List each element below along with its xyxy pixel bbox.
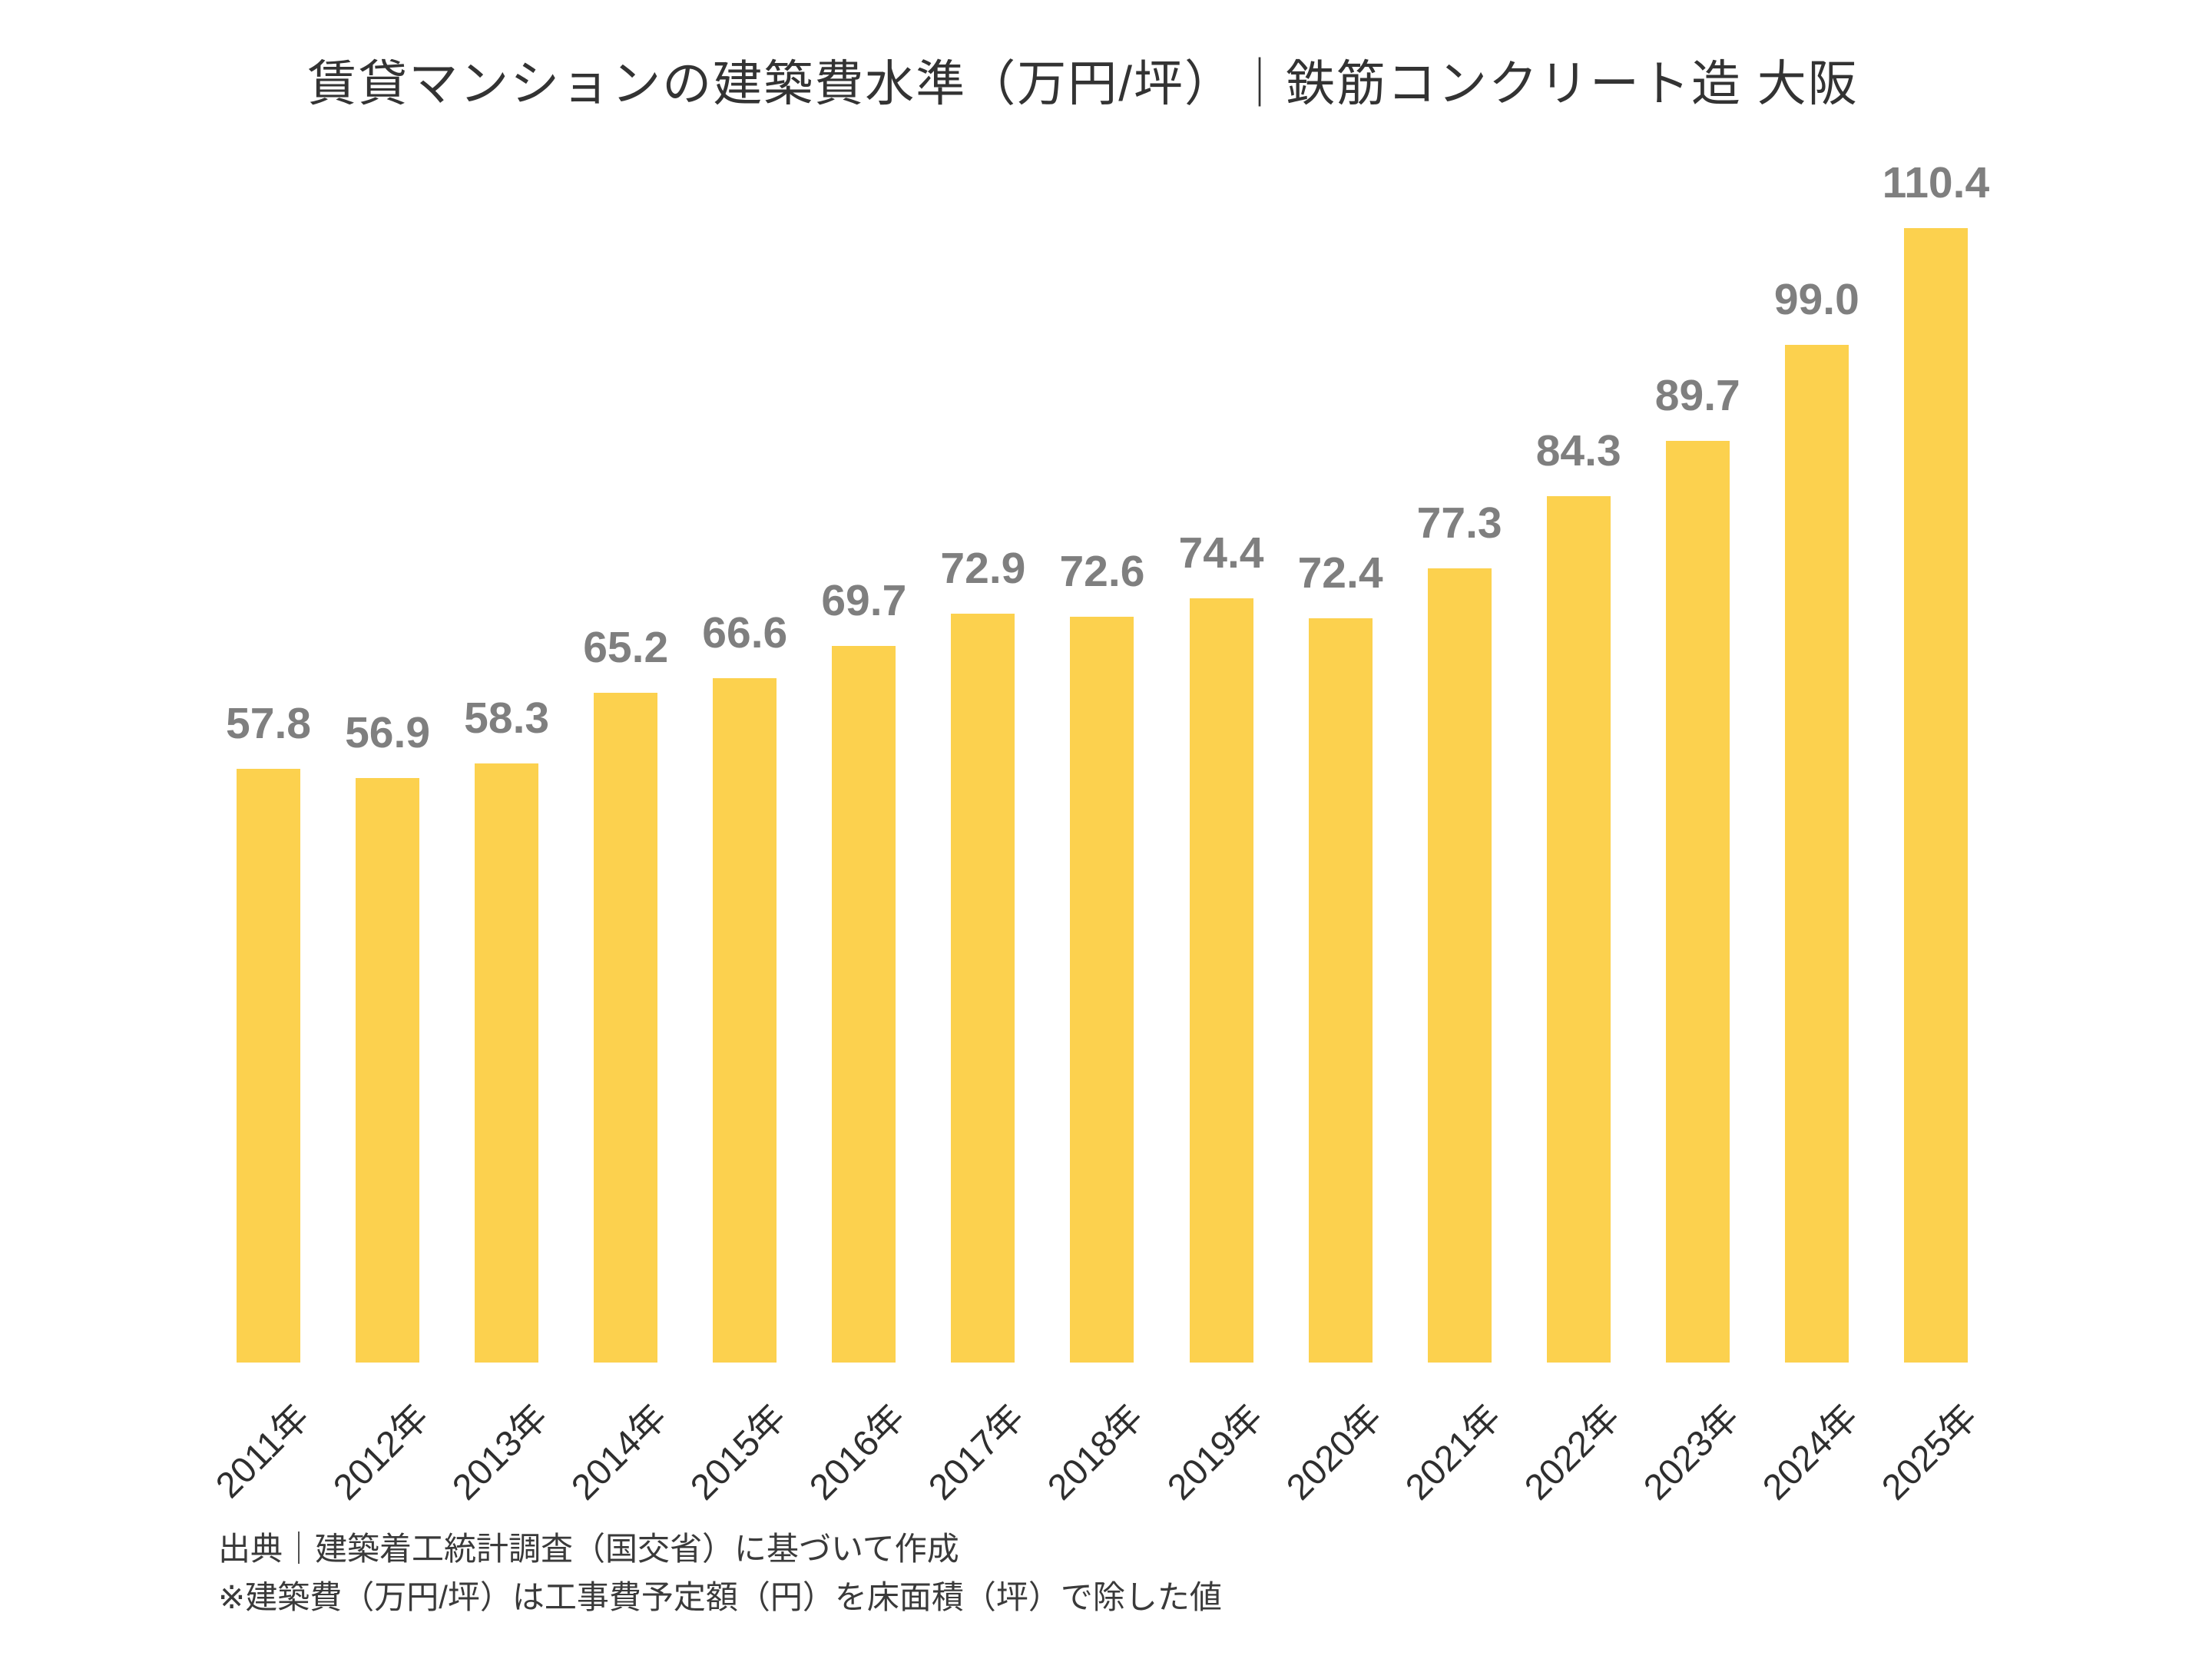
x-axis-label: 2011年 (207, 1396, 317, 1506)
bar-value-label: 110.4 (1882, 158, 1990, 207)
x-axis-tick: 2020年 (1277, 1363, 1400, 1555)
bar-value-label: 72.4 (1297, 548, 1383, 598)
x-axis-tick: 2021年 (1396, 1363, 1519, 1555)
source-note-block: 出典｜建築着工統計調査（国交省）に基づいて作成 ※建築費（万円/坪）は工事費予定… (218, 1532, 1222, 1628)
x-axis-label: 2018年 (1039, 1396, 1151, 1508)
x-axis-label: 2020年 (1277, 1396, 1389, 1508)
bar-column: 58.3 (447, 154, 566, 1363)
x-axis-label: 2022年 (1515, 1396, 1628, 1508)
bar-value-label: 56.9 (345, 708, 431, 757)
x-axis-tick: 2013年 (444, 1363, 566, 1555)
x-axis-label: 2023年 (1635, 1396, 1747, 1508)
bar-column: 84.3 (1519, 154, 1638, 1363)
bar (1308, 618, 1373, 1363)
bar-column: 69.7 (804, 154, 923, 1363)
x-axis-tick: 2017年 (920, 1363, 1042, 1555)
x-axis-label: 2012年 (325, 1396, 436, 1508)
bar (713, 678, 777, 1363)
x-axis-tick: 2025年 (1873, 1363, 1995, 1555)
x-axis-label: 2024年 (1754, 1396, 1866, 1508)
x-axis-tick: 2015年 (682, 1363, 804, 1555)
bar-value-label: 84.3 (1535, 426, 1621, 475)
x-axis-label: 2019年 (1158, 1396, 1270, 1508)
x-axis: 2011年 2012年 2013年 2014年 2015年 2016年 2017年 2018年… (207, 1363, 1995, 1555)
x-axis-label: 2015年 (682, 1396, 794, 1508)
bar-value-label: 69.7 (821, 576, 907, 625)
bar-column: 72.9 (923, 154, 1042, 1363)
bar-column: 99.0 (1757, 154, 1876, 1363)
bar-column: 66.6 (685, 154, 804, 1363)
x-axis-label: 2025年 (1873, 1396, 1985, 1508)
bar-column: 74.4 (1162, 154, 1281, 1363)
bar-value-label: 66.6 (702, 608, 788, 657)
bar-column: 56.9 (328, 154, 447, 1363)
bar-value-label: 72.6 (1059, 547, 1145, 596)
x-axis-tick: 2024年 (1754, 1363, 1876, 1555)
source-line: 出典｜建築着工統計調査（国交省）に基づいて作成 (218, 1531, 959, 1567)
x-axis-tick: 2014年 (563, 1363, 685, 1555)
bar (475, 763, 539, 1363)
bar-column: 72.6 (1042, 154, 1161, 1363)
bar-column: 89.7 (1638, 154, 1757, 1363)
bar-value-label: 74.4 (1178, 528, 1264, 578)
x-axis-tick: 2012年 (325, 1363, 447, 1555)
bar-column: 110.4 (1876, 154, 1995, 1363)
bar-column: 65.2 (566, 154, 685, 1363)
bar-column: 57.8 (209, 154, 328, 1363)
x-axis-tick: 2023年 (1635, 1363, 1757, 1555)
x-axis-label: 2017年 (920, 1396, 1032, 1508)
bar (356, 778, 420, 1363)
bar-value-label: 65.2 (583, 623, 669, 672)
x-axis-label: 2021年 (1396, 1396, 1508, 1508)
bar (237, 769, 301, 1363)
x-axis-tick: 2018年 (1039, 1363, 1161, 1555)
plot-area: 57.8 56.9 58.3 65.2 66.6 69.7 72.9 72.6 74.4 72.4… (209, 154, 1995, 1363)
bar (832, 646, 896, 1363)
bar-value-label: 77.3 (1416, 498, 1502, 548)
x-axis-tick: 2019年 (1158, 1363, 1281, 1555)
x-axis-tick: 2022年 (1515, 1363, 1638, 1555)
definition-line: ※建築費（万円/坪）は工事費予定額（円）を床面積（坪）で除した値 (218, 1579, 1222, 1615)
bar (1665, 441, 1730, 1363)
x-axis-tick: 2011年 (207, 1363, 328, 1555)
x-axis-tick: 2016年 (801, 1363, 923, 1555)
x-axis-label: 2016年 (801, 1396, 913, 1508)
bar-value-label: 58.3 (464, 694, 550, 743)
bar (951, 614, 1015, 1363)
bar-value-label: 72.9 (940, 544, 1026, 593)
bar-value-label: 89.7 (1654, 371, 1740, 420)
bar (1189, 598, 1253, 1363)
bar-column: 77.3 (1400, 154, 1519, 1363)
bar (1784, 345, 1849, 1363)
bar-value-label: 99.0 (1773, 275, 1859, 324)
bar (594, 693, 658, 1363)
x-axis-label: 2013年 (444, 1396, 556, 1508)
bar-value-label: 57.8 (226, 699, 311, 748)
bar-column: 72.4 (1281, 154, 1400, 1363)
bar (1546, 496, 1611, 1363)
bar (1427, 568, 1492, 1363)
chart-title: 賃貸マンションの建築費水準（万円/坪）｜鉄筋コンクリート造 大阪 (307, 56, 1859, 111)
bar (1070, 617, 1134, 1363)
x-axis-label: 2014年 (563, 1396, 675, 1508)
bar (1903, 228, 1968, 1363)
